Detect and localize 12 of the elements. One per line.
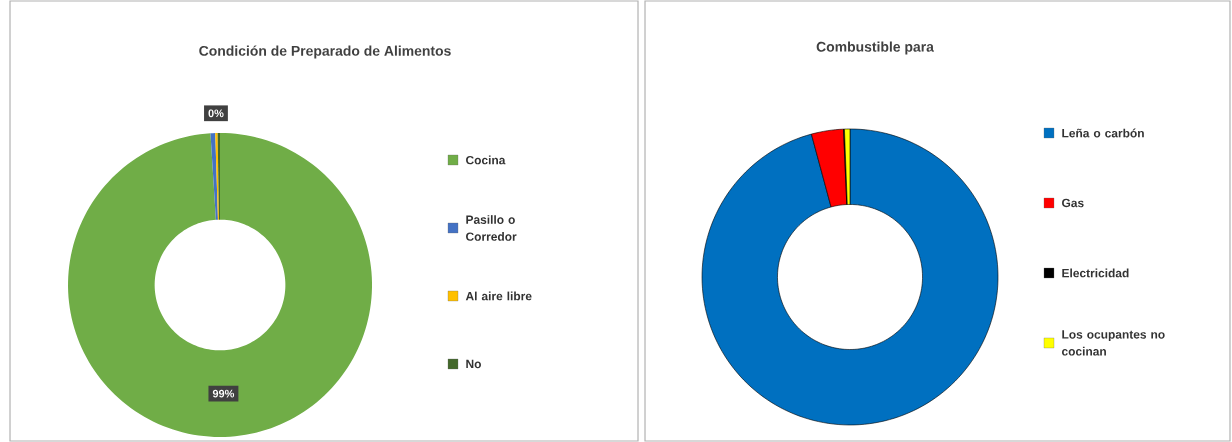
legend-label: No (466, 359, 481, 369)
chart-title: Combustible para (816, 41, 934, 55)
legend-label: Electricidad (1062, 268, 1129, 278)
chart-title: Condición de Preparado de Alimentos (199, 45, 451, 59)
legend-label: Cocina (466, 155, 506, 165)
legend-label: Al aire libre (465, 291, 532, 301)
legend-label: Gas (1062, 198, 1084, 208)
legend-label: Pasillo o Corredor (466, 215, 517, 241)
data-label: 99% (212, 389, 235, 398)
data-label: 0% (208, 109, 224, 118)
legend-label: Leña o carbón (1062, 128, 1144, 138)
legend-label: Los ocupantes no cocinan (1061, 330, 1165, 356)
